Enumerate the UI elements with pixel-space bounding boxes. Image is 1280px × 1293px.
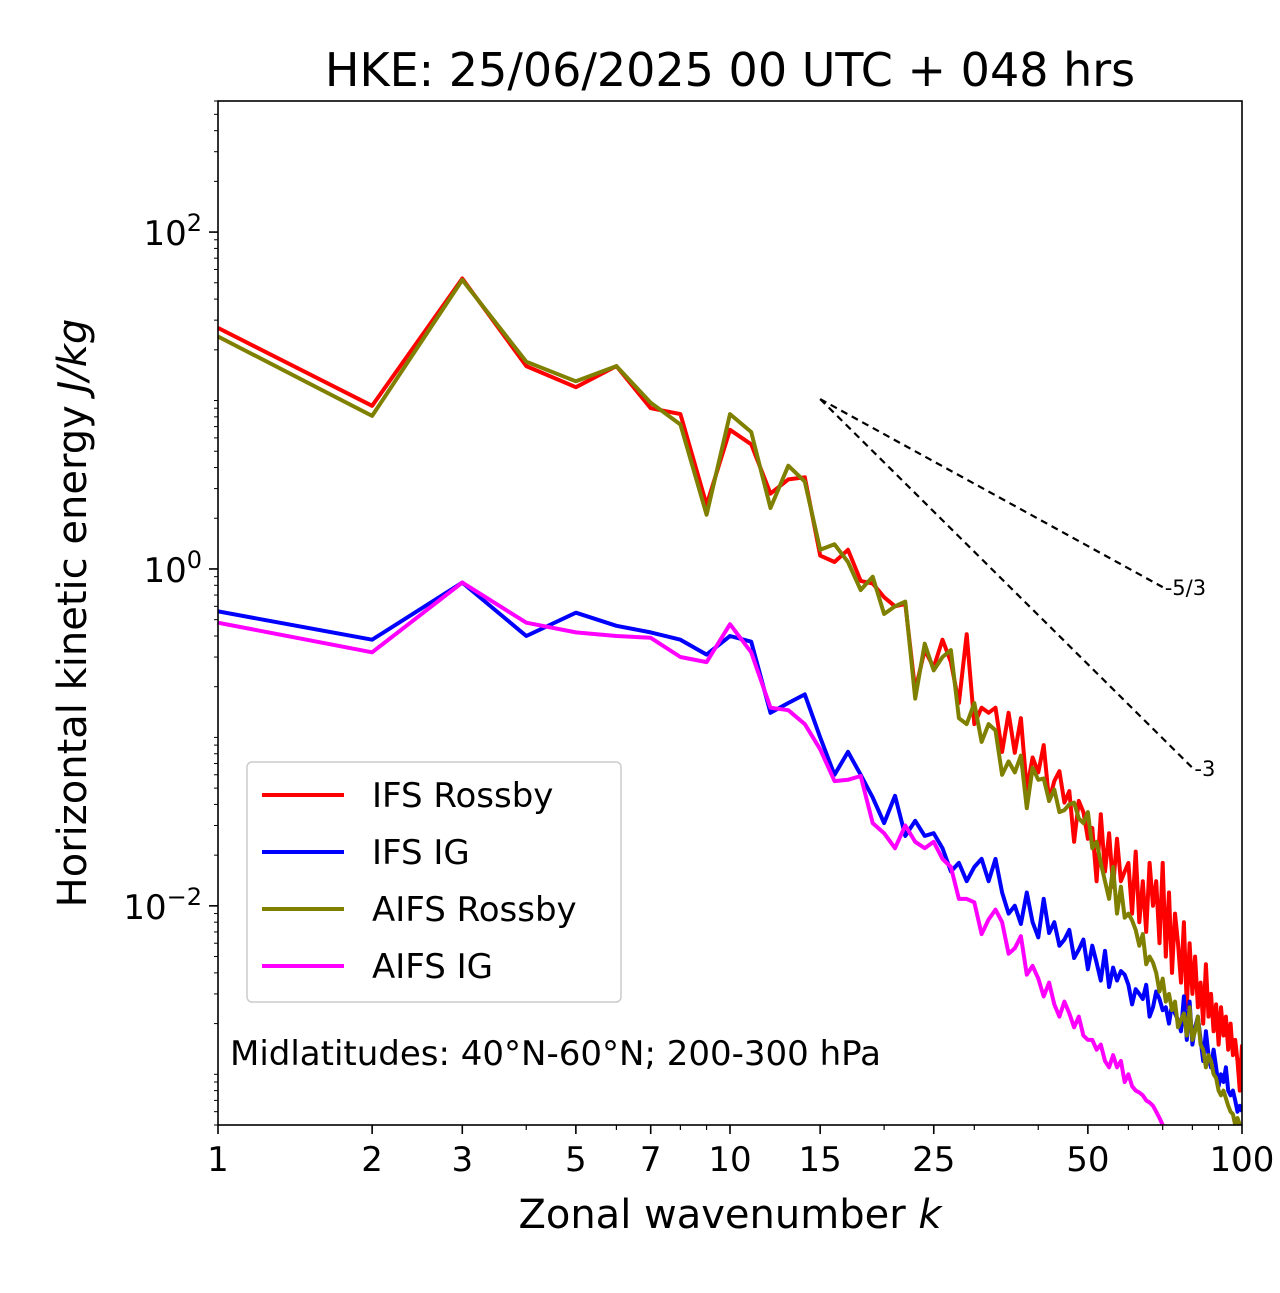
y-tick-base: 10 — [123, 888, 166, 928]
region-annotation: Midlatitudes: 40°N-60°N; 200-300 hPa — [230, 1034, 881, 1074]
reference-line-label-1: -5/3 — [1165, 576, 1206, 600]
reference-line-2 — [819, 398, 1194, 769]
y-tick-exponent: −2 — [167, 883, 202, 911]
x-axis-label-text: Zonal wavenumber — [518, 1192, 906, 1238]
y-tick-label: 100 — [143, 546, 202, 591]
legend-label-aifs-ig: AIFS IG — [372, 947, 493, 987]
x-tick-label: 1 — [207, 1140, 229, 1180]
y-tick-base: 10 — [143, 551, 186, 591]
y-axis-label-unit: J/kg — [50, 319, 96, 400]
chart-title: HKE: 25/06/2025 00 UTC + 048 hrs — [325, 43, 1135, 97]
x-tick-label: 15 — [799, 1140, 842, 1180]
y-tick-label: 102 — [143, 209, 202, 254]
y-axis-label-text: Horizontal kinetic energy — [50, 405, 96, 907]
series-layer — [218, 276, 1242, 1125]
y-axis-label: Horizontal kinetic energy J/kg — [50, 319, 96, 908]
reference-line-label-2: -3 — [1194, 757, 1215, 781]
x-tick-label: 50 — [1066, 1140, 1109, 1180]
x-axis-ticks: 1 2 3 5 7 10 15 25 50 100 — [207, 1125, 1274, 1180]
x-tick-label: 5 — [565, 1140, 587, 1180]
y-tick-exponent: 2 — [187, 209, 202, 237]
series-line-aifs-rossby — [218, 277, 1242, 1125]
x-tick-label: 10 — [708, 1140, 751, 1180]
y-tick-label: 10−2 — [123, 883, 202, 928]
y-tick-exponent: 0 — [187, 546, 202, 574]
x-tick-label: 3 — [451, 1140, 473, 1180]
reference-slope-lines: -5/3 -3 — [819, 398, 1215, 781]
series-line-aifs-ig — [218, 580, 1165, 1125]
y-tick-base: 10 — [143, 214, 186, 254]
legend-box — [246, 761, 622, 1003]
legend: IFS Rossby IFS IG AIFS Rossby AIFS IG — [246, 761, 622, 1003]
x-tick-label: 25 — [912, 1140, 955, 1180]
legend-label-aifs-rossby: AIFS Rossby — [372, 890, 577, 930]
x-tick-label: 7 — [640, 1140, 662, 1180]
legend-label-ifs-ig: IFS IG — [372, 833, 470, 873]
reference-line-1 — [819, 398, 1164, 589]
legend-label-ifs-rossby: IFS Rossby — [372, 776, 553, 816]
x-tick-label: 2 — [361, 1140, 383, 1180]
x-axis-label-var: k — [918, 1192, 943, 1238]
x-tick-label: 100 — [1210, 1140, 1275, 1180]
x-axis-label: Zonal wavenumber k — [518, 1192, 943, 1238]
